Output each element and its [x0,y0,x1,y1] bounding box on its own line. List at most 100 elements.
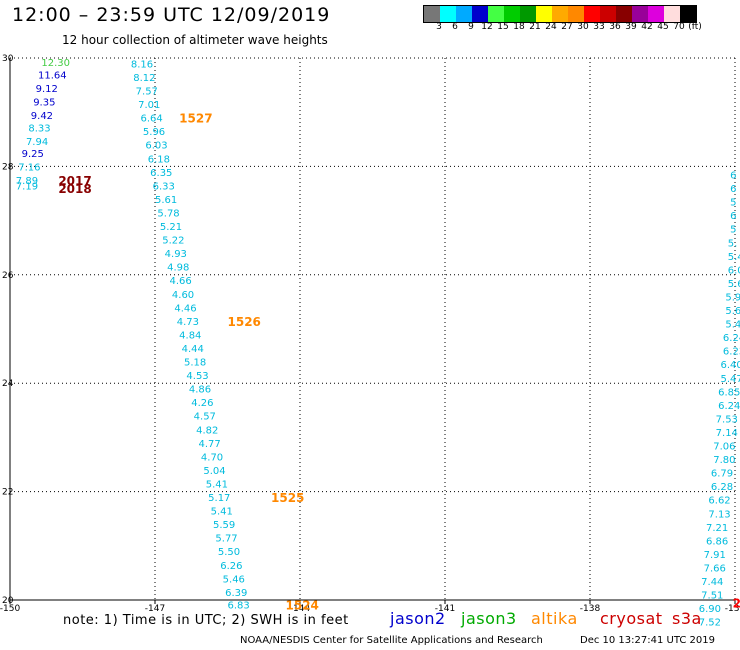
footer-credit: NOAA/NESDIS Center for Satellite Applica… [240,635,543,646]
wave-height-label: 6.64 [141,114,163,125]
color-scale-label: 70 [673,22,685,32]
color-swatch [568,6,584,22]
color-swatch [440,6,456,22]
pass-time-label: 2018 [58,182,91,196]
color-scale-label: 30 [577,22,589,32]
wave-height-label: 6.28 [711,482,733,493]
color-swatch [456,6,472,22]
wave-height-label: 6.0 [728,265,740,276]
wave-height-label: 6.62 [708,496,730,507]
color-swatch [616,6,632,22]
y-tick-label: 20 [2,596,14,606]
wave-height-label: 8.33 [28,123,50,134]
wave-height-label: 12.30 [41,58,70,69]
wave-height-label: 6.35 [150,168,172,179]
color-scale-label: (ft) [688,22,702,32]
wave-height-label: 4.93 [165,249,187,260]
wave-height-label: 5.50 [218,547,240,558]
wave-height-label: 5.04 [203,466,225,477]
wave-height-label: 5.61 [155,195,177,206]
color-scale-label: 33 [593,22,605,32]
footnote: note: 1) Time is in UTC; 2) SWH is in fe… [63,613,349,628]
wave-height-label: 7.13 [708,509,730,520]
wave-height-label: 7.01 [138,100,160,111]
legend-jason3: jason3 [461,609,517,628]
pass-time-label: 2 [733,597,740,611]
page-title: 12:00 – 23:59 UTC 12/09/2019 [12,4,331,26]
color-scale-label: 39 [625,22,637,32]
wave-height-label: 7.57 [136,87,158,98]
wave-height-label: 6.39 [225,588,247,599]
y-tick-label: 28 [2,162,14,172]
pass-time-label: 1524 [286,598,319,612]
wave-height-label: 7.53 [716,414,738,425]
y-tick-label: 24 [2,379,14,389]
wave-height-label: 9.12 [36,84,58,95]
color-swatch [600,6,616,22]
wave-height-label: 4.46 [174,303,196,314]
wave-height-label: 4.60 [172,290,194,301]
wave-height-label: 5.96 [143,127,165,138]
wave-height-label: 8.12 [133,73,155,84]
pass-time-label: 1525 [271,491,304,505]
wave-height-label: 6.26 [220,561,242,572]
wave-height-label: 6.24 [723,333,740,344]
y-tick-label: 22 [2,488,13,498]
wave-height-label: 7.06 [713,442,735,453]
wave-height-label: 4.66 [170,276,192,287]
x-tick-label: -141 [435,604,455,614]
color-swatch [584,6,600,22]
legend-jason2: jason2 [390,609,446,628]
wave-height-label: 4.57 [194,412,216,423]
wave-height-label: 6.40 [721,360,740,371]
wave-height-label: 8.16 [131,59,153,70]
wave-height-label: 6.85 [718,387,740,398]
wave-height-label: 6.90 [699,604,721,615]
x-tick-label: -138 [580,604,601,614]
wave-height-label: 4.98 [167,263,189,274]
wave-height-label: 6.24 [718,401,740,412]
wave-height-label: 4.86 [189,385,211,396]
wave-height-label: 5.59 [213,520,235,531]
wave-height-label: 5.47 [721,374,740,385]
legend-cryosat: cryosat [600,609,663,628]
wave-height-label: 4.84 [179,330,201,341]
legend-s3a: s3a [672,609,702,628]
wave-height-label: 7.21 [706,523,728,534]
wave-height-label: 5.18 [184,358,206,369]
legend-altika: altika [531,609,578,628]
color-swatch [664,6,680,22]
wave-height-label: 6.79 [711,469,733,480]
wave-height-label: 5.6 [728,279,740,290]
color-swatch [520,6,536,22]
wave-height-label: 6.86 [706,536,728,547]
wave-height-label: 7.52 [699,618,721,629]
wave-height-label: 4.77 [199,439,221,450]
wave-height-label: 6 [730,171,736,182]
wave-height-label: 5.41 [206,479,228,490]
wave-height-label: 5.4 [725,320,740,331]
color-swatch [680,6,696,22]
wave-height-label: 5.4 [728,252,740,263]
color-swatch [632,6,648,22]
wave-height-label: 6.18 [148,154,170,165]
color-scale-label: 21 [529,22,541,32]
wave-height-label: 5.9 [725,292,740,303]
wave-height-label: 9.35 [33,97,55,108]
wave-height-label: 4.70 [201,452,223,463]
y-tick-label: 26 [2,271,14,281]
wave-height-label: 5.6 [725,306,740,317]
color-swatch [424,6,440,22]
color-scale-label: 24 [545,22,557,32]
wave-height-label: 5.21 [160,222,182,233]
wave-height-label: 5.46 [223,574,245,585]
wave-height-label: 5.41 [211,507,233,518]
wave-height-label: 6 [730,211,736,222]
wave-height-label: 7.19 [16,181,38,192]
wave-height-label: 9.25 [22,149,44,160]
pass-time-label: 2017 [58,174,91,188]
color-swatch [552,6,568,22]
wave-height-label: 6 [730,184,736,195]
color-scale-label: 27 [561,22,573,32]
